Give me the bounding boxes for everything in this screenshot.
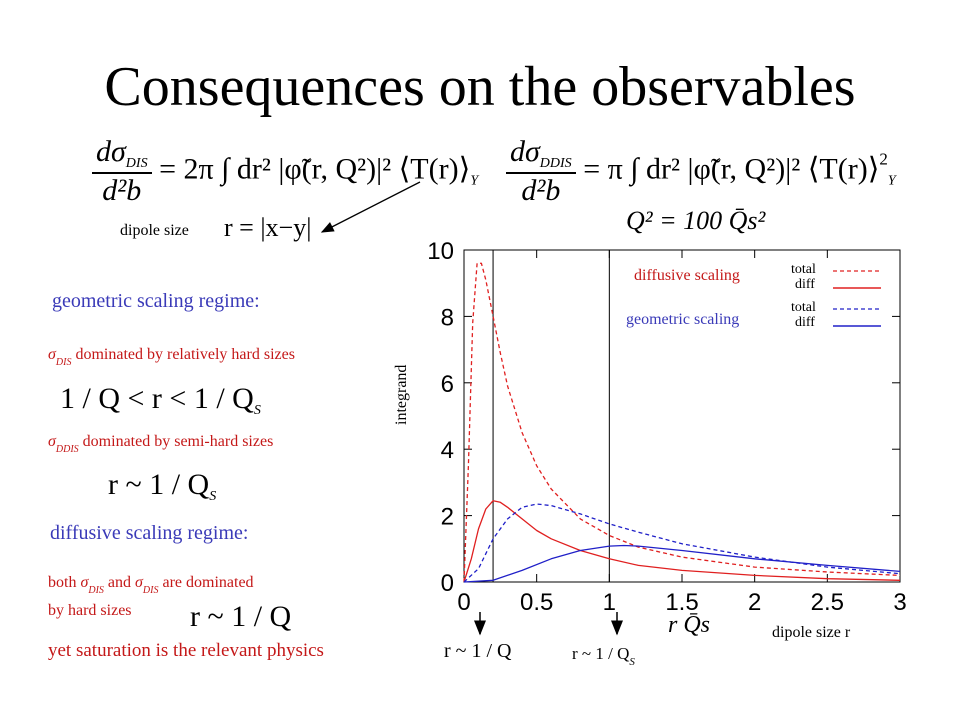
approx-formula-q: r ~ 1 / Q [190,600,292,633]
legend-diffusive-label: diffusive scaling [634,267,740,284]
y-tick-label: 0 [441,570,454,597]
dipole-size-formula: r = |x−y| [224,213,312,242]
x-tick-label: 1.5 [665,589,698,616]
y-tick-label: 2 [441,504,454,531]
ddis-dominated-line: σDDIS dominated by semi-hard sizes [48,433,274,455]
page-title: Consequences on the observables [104,56,856,118]
x-tick-label: 0.5 [520,589,553,616]
legend-geometric-label: geometric scaling [626,311,740,328]
x-axis-extra-label: dipole size r [772,624,851,641]
inequality-formula: 1 / Q < r < 1 / QS [60,382,261,418]
y-tick-label: 8 [441,304,454,331]
series-line [463,544,901,583]
x-tick-label: 2 [748,589,761,616]
y-tick-label: 10 [427,238,454,265]
x-tick-label: 1 [603,589,616,616]
ddis-formula: dσDDIS d²b = π ∫ dr² |φ̃(r, Q²)|² ⟨T(r)⟩… [506,135,896,208]
legend-total-2: total [791,300,816,315]
y-tick-label: 4 [441,437,454,464]
by-hard-sizes-line: by hard sizes [48,602,132,619]
dipole-size-label: dipole size [120,222,189,239]
legend-diff-2: diff [795,315,815,330]
dis-dominated-line: σDIS dominated by relatively hard sizes [48,346,295,368]
saturation-note: yet saturation is the relevant physics [48,640,324,661]
diffusive-regime-heading: diffusive scaling regime: [50,522,249,544]
series-line [463,503,901,583]
x-axis-label: r Q̄s [668,612,711,638]
series-line [463,262,901,583]
r-over-qs-label: r ~ 1 / QS [572,644,635,668]
plot-header: Q² = 100 Q̄s² [626,206,766,235]
legend-diff-1: diff [795,277,815,292]
x-tick-label: 0 [457,589,470,616]
approx-formula-qs: r ~ 1 / QS [108,468,217,504]
plot-frame [463,249,901,583]
both-dominated-line: both σDIS and σDIS are dominated [48,574,254,596]
geometric-regime-heading: geometric scaling regime: [52,290,260,312]
dis-formula: dσDIS d²b = 2π ∫ dr² |φ̃(r, Q²)|² ⟨T(r)⟩… [92,135,478,208]
y-tick-label: 6 [441,371,454,398]
dipole-arrow [320,181,421,233]
series-line [463,500,901,583]
r-over-q-label: r ~ 1 / Q [444,640,512,662]
x-tick-label: 3 [893,589,906,616]
legend-total-1: total [791,262,816,277]
x-tick-label: 2.5 [811,589,844,616]
